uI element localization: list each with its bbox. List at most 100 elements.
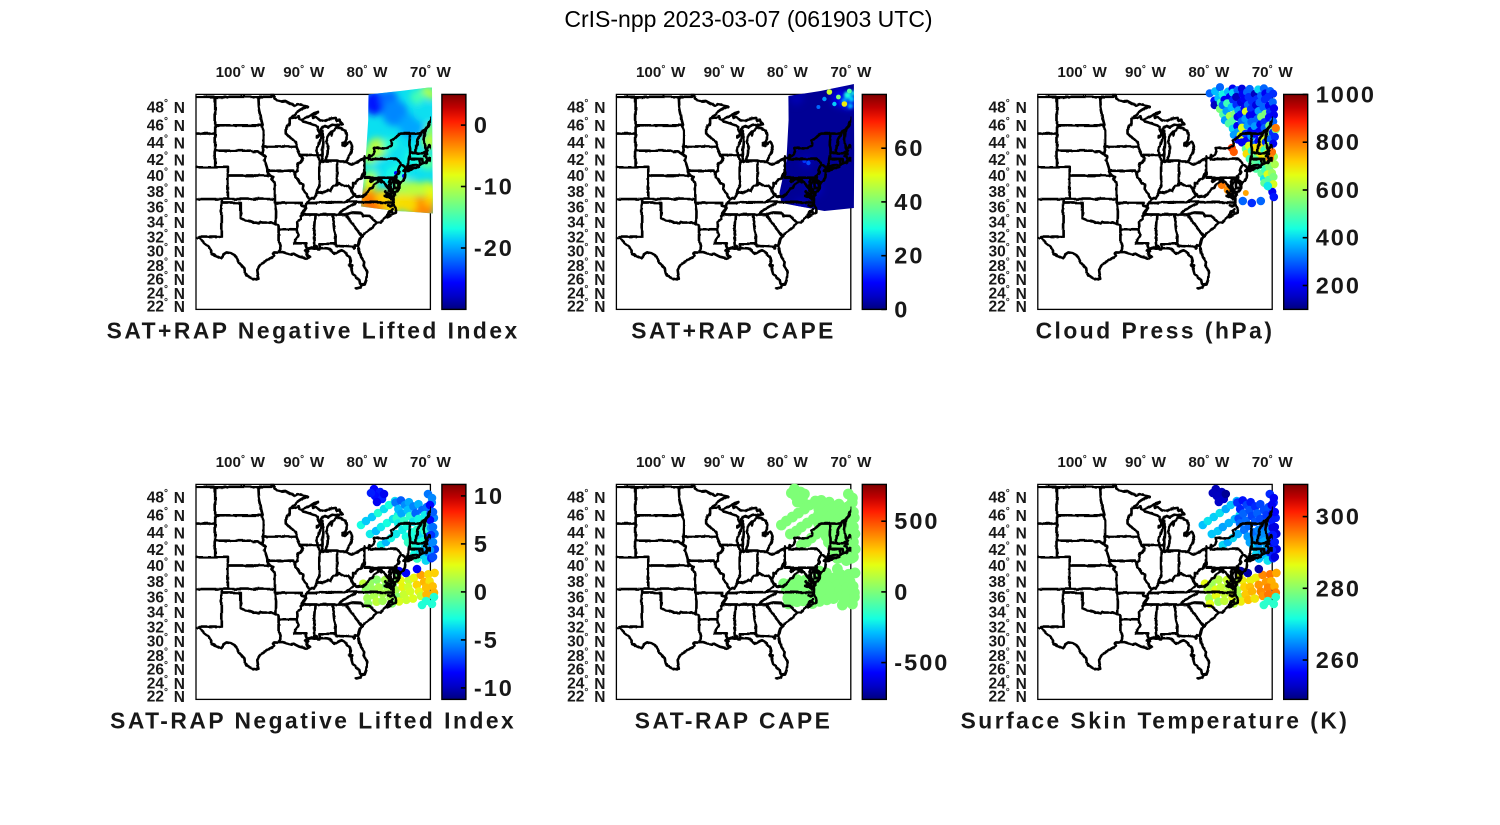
svg-text:90° W: 90° W <box>1125 454 1167 471</box>
svg-text:48° N: 48° N <box>989 487 1027 506</box>
svg-text:26° N: 26° N <box>567 270 605 289</box>
svg-text:SAT-RAP CAPE: SAT-RAP CAPE <box>635 707 833 733</box>
svg-text:80° W: 80° W <box>347 64 389 81</box>
svg-text:70° W: 70° W <box>410 454 452 471</box>
svg-text:100° W: 100° W <box>1057 64 1107 81</box>
svg-text:36° N: 36° N <box>567 198 605 217</box>
svg-text:-20: -20 <box>474 235 514 261</box>
svg-text:30° N: 30° N <box>567 242 605 261</box>
svg-text:44° N: 44° N <box>567 523 605 542</box>
svg-text:90° W: 90° W <box>1125 64 1167 81</box>
svg-text:800: 800 <box>1316 129 1361 155</box>
svg-text:42° N: 42° N <box>147 150 185 169</box>
svg-text:32° N: 32° N <box>989 227 1027 246</box>
svg-text:38° N: 38° N <box>147 182 185 201</box>
svg-text:28° N: 28° N <box>567 256 605 275</box>
svg-text:32° N: 32° N <box>147 617 185 636</box>
svg-text:10: 10 <box>474 483 504 509</box>
svg-text:80° W: 80° W <box>1188 454 1230 471</box>
svg-text:40° N: 40° N <box>147 556 185 575</box>
svg-text:24° N: 24° N <box>989 673 1027 692</box>
svg-text:42° N: 42° N <box>989 540 1027 559</box>
svg-text:5: 5 <box>474 531 489 557</box>
svg-text:24° N: 24° N <box>567 673 605 692</box>
svg-text:500: 500 <box>894 508 939 534</box>
svg-text:0: 0 <box>894 579 909 605</box>
svg-text:40° N: 40° N <box>567 556 605 575</box>
svg-text:38° N: 38° N <box>567 182 605 201</box>
svg-text:30° N: 30° N <box>147 242 185 261</box>
svg-text:46° N: 46° N <box>147 506 185 525</box>
svg-text:22° N: 22° N <box>989 297 1027 316</box>
svg-text:36° N: 36° N <box>567 588 605 607</box>
svg-text:0: 0 <box>474 579 489 605</box>
svg-text:100° W: 100° W <box>216 64 266 81</box>
svg-text:SAT-RAP Negative Lifted Index: SAT-RAP Negative Lifted Index <box>110 707 516 733</box>
svg-text:80° W: 80° W <box>767 64 809 81</box>
svg-text:300: 300 <box>1316 504 1361 530</box>
svg-text:46° N: 46° N <box>989 506 1027 525</box>
svg-text:48° N: 48° N <box>567 97 605 116</box>
svg-text:44° N: 44° N <box>147 133 185 152</box>
svg-text:20: 20 <box>894 243 924 269</box>
svg-text:42° N: 42° N <box>989 150 1027 169</box>
svg-text:38° N: 38° N <box>567 572 605 591</box>
svg-text:32° N: 32° N <box>147 227 185 246</box>
svg-text:26° N: 26° N <box>147 270 185 289</box>
svg-text:80° W: 80° W <box>767 454 809 471</box>
svg-text:90° W: 90° W <box>283 454 325 471</box>
svg-text:22° N: 22° N <box>147 297 185 316</box>
svg-text:48° N: 48° N <box>147 487 185 506</box>
svg-text:28° N: 28° N <box>147 646 185 665</box>
svg-text:90° W: 90° W <box>704 454 746 471</box>
svg-text:48° N: 48° N <box>989 97 1027 116</box>
svg-text:46° N: 46° N <box>989 116 1027 135</box>
svg-text:30° N: 30° N <box>989 242 1027 261</box>
svg-text:1000: 1000 <box>1316 81 1376 107</box>
svg-text:22° N: 22° N <box>989 687 1027 706</box>
svg-text:22° N: 22° N <box>147 687 185 706</box>
svg-text:100° W: 100° W <box>1057 454 1107 471</box>
svg-text:90° W: 90° W <box>283 64 325 81</box>
svg-text:-5: -5 <box>474 627 499 653</box>
svg-text:30° N: 30° N <box>147 632 185 651</box>
svg-text:24° N: 24° N <box>147 673 185 692</box>
svg-text:42° N: 42° N <box>567 540 605 559</box>
svg-text:38° N: 38° N <box>147 572 185 591</box>
svg-text:-10: -10 <box>474 675 514 701</box>
svg-text:42° N: 42° N <box>147 540 185 559</box>
svg-text:80° W: 80° W <box>347 454 389 471</box>
svg-text:36° N: 36° N <box>147 588 185 607</box>
svg-text:70° W: 70° W <box>1252 454 1294 471</box>
svg-text:36° N: 36° N <box>989 588 1027 607</box>
svg-text:-10: -10 <box>474 174 514 200</box>
svg-text:SAT+RAP CAPE: SAT+RAP CAPE <box>631 317 836 343</box>
svg-text:24° N: 24° N <box>567 283 605 302</box>
svg-text:38° N: 38° N <box>989 182 1027 201</box>
svg-text:100° W: 100° W <box>636 64 686 81</box>
svg-text:0: 0 <box>894 296 909 322</box>
svg-text:28° N: 28° N <box>989 256 1027 275</box>
svg-text:38° N: 38° N <box>989 572 1027 591</box>
svg-text:48° N: 48° N <box>147 97 185 116</box>
svg-text:44° N: 44° N <box>989 133 1027 152</box>
svg-text:40: 40 <box>894 189 924 215</box>
svg-text:34° N: 34° N <box>989 603 1027 622</box>
svg-text:46° N: 46° N <box>147 116 185 135</box>
svg-text:32° N: 32° N <box>567 227 605 246</box>
svg-text:90° W: 90° W <box>704 64 746 81</box>
svg-text:70° W: 70° W <box>830 64 872 81</box>
svg-text:44° N: 44° N <box>989 523 1027 542</box>
svg-text:260: 260 <box>1316 647 1361 673</box>
svg-text:28° N: 28° N <box>147 256 185 275</box>
svg-text:CrIS-npp 2023-03-07 (061903 UT: CrIS-npp 2023-03-07 (061903 UTC) <box>564 6 932 32</box>
svg-text:34° N: 34° N <box>147 603 185 622</box>
svg-text:60: 60 <box>894 135 924 161</box>
svg-text:42° N: 42° N <box>567 150 605 169</box>
svg-text:26° N: 26° N <box>989 270 1027 289</box>
svg-text:34° N: 34° N <box>989 213 1027 232</box>
svg-text:48° N: 48° N <box>567 487 605 506</box>
svg-text:30° N: 30° N <box>989 632 1027 651</box>
svg-text:44° N: 44° N <box>567 133 605 152</box>
svg-text:34° N: 34° N <box>567 603 605 622</box>
